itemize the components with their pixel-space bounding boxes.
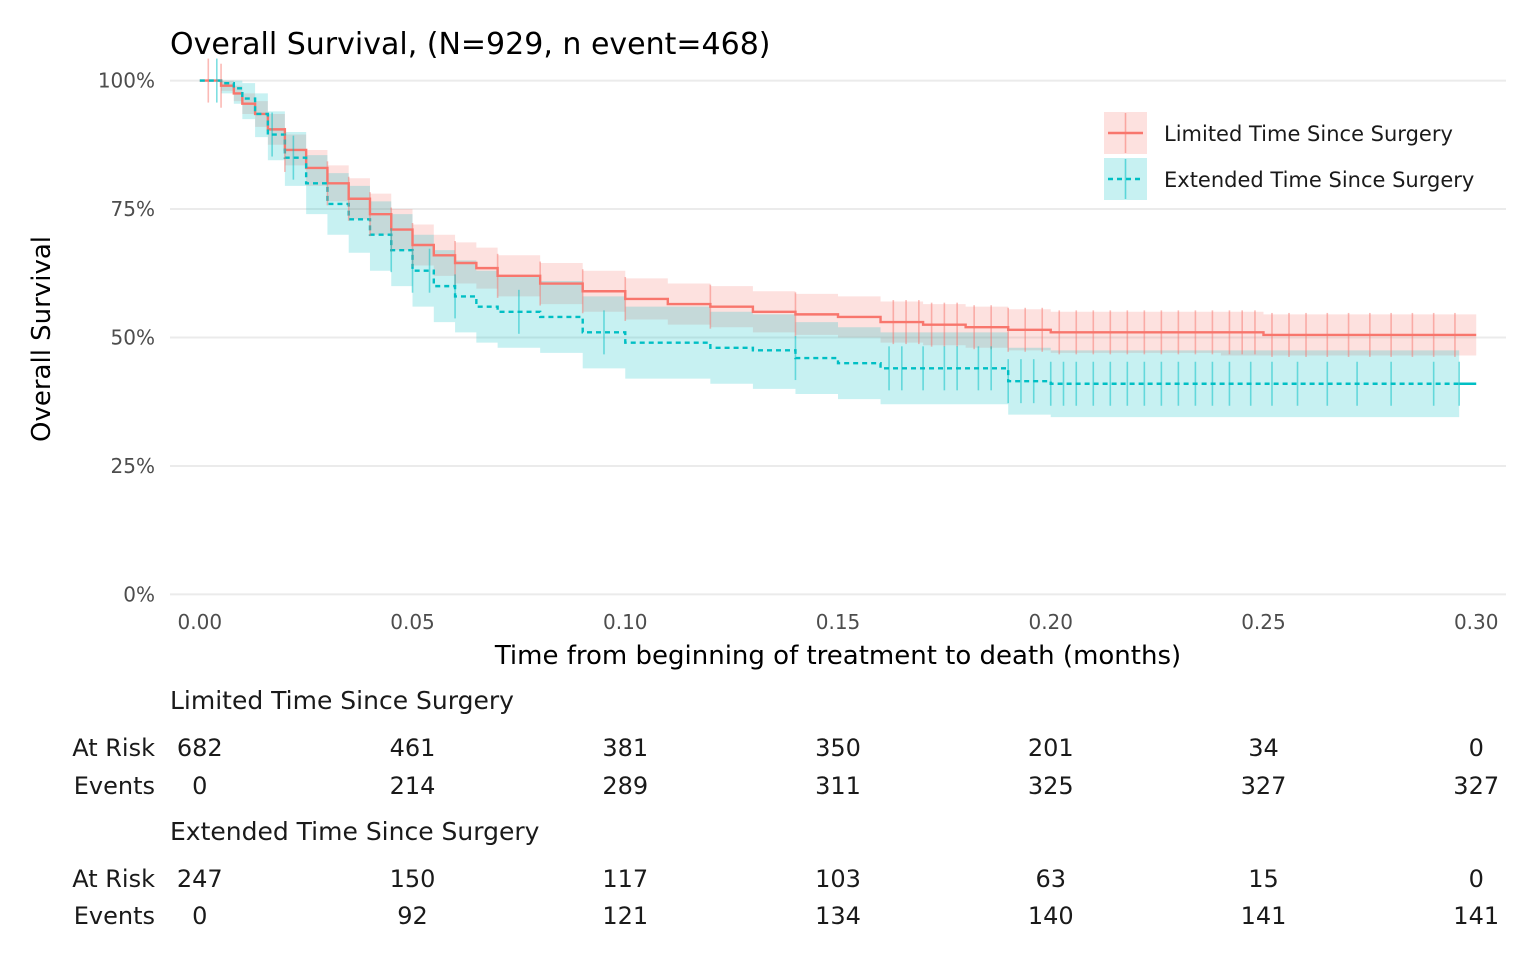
y-tick-label: 75% [111, 197, 155, 221]
x-tick-label: 0.25 [1241, 610, 1286, 634]
risk-cell: 141 [1453, 902, 1499, 930]
x-tick-label: 0.30 [1454, 610, 1499, 634]
risk-cell: 327 [1241, 772, 1287, 800]
survival-line [199, 79, 1477, 385]
risk-cell: 214 [390, 772, 436, 800]
x-axis-title: Time from beginning of treatment to deat… [494, 641, 1181, 671]
risk-cell: 34 [1248, 734, 1279, 762]
risk-row-label: Events [74, 902, 155, 930]
risk-cell: 381 [602, 734, 648, 762]
risk-group-title: Extended Time Since Surgery [170, 817, 540, 846]
risk-cell: 134 [815, 902, 861, 930]
risk-cell: 0 [1469, 734, 1484, 762]
legend-label: Limited Time Since Surgery [1164, 122, 1453, 146]
risk-cell: 63 [1035, 865, 1066, 893]
risk-cell: 311 [815, 772, 861, 800]
x-tick-label: 0.10 [603, 610, 648, 634]
legend: Limited Time Since Surgery Extended Time … [1104, 112, 1474, 200]
x-tick-label: 0.20 [1028, 610, 1073, 634]
x-tick-label: 0.05 [390, 610, 435, 634]
risk-group-title: Limited Time Since Surgery [170, 686, 514, 715]
risk-cell: 0 [1469, 865, 1484, 893]
confidence-band [199, 80, 1477, 356]
risk-table: Limited Time Since Surgery At Risk 682 461 3… [72, 686, 1499, 930]
risk-cell: 92 [397, 902, 428, 930]
y-axis-ticks: 0% 25% 50% 75% 100% [98, 69, 155, 607]
y-axis-title: Overall Survival [27, 236, 57, 442]
risk-cell: 140 [1028, 902, 1074, 930]
risk-cell: 117 [602, 865, 648, 893]
legend-label: Extended Time Since Surgery [1164, 168, 1474, 192]
risk-cell: 121 [602, 902, 648, 930]
x-tick-label: 0.00 [178, 610, 223, 634]
risk-cell: 103 [815, 865, 861, 893]
risk-cell: 327 [1453, 772, 1499, 800]
y-tick-label: 25% [111, 454, 155, 478]
grid [170, 79, 1506, 596]
y-tick-label: 50% [111, 326, 155, 350]
y-tick-label: 100% [98, 69, 155, 93]
chart-title: Overall Survival, (N=929, n event=468) [170, 27, 770, 62]
risk-cell: 682 [177, 734, 223, 762]
risk-cell: 0 [192, 902, 207, 930]
risk-cell: 461 [390, 734, 436, 762]
risk-cell: 247 [177, 865, 223, 893]
risk-row-label: Events [74, 772, 155, 800]
risk-cell: 15 [1248, 865, 1279, 893]
risk-cell: 201 [1028, 734, 1074, 762]
y-tick-label: 0% [123, 582, 155, 606]
risk-row-label: At Risk [72, 734, 155, 762]
risk-cell: 289 [602, 772, 648, 800]
risk-cell: 325 [1028, 772, 1074, 800]
risk-cell: 0 [192, 772, 207, 800]
risk-cell: 141 [1241, 902, 1287, 930]
x-axis-ticks: 0.00 0.05 0.10 0.15 0.20 0.25 0.30 [178, 610, 1499, 634]
censor-marks [207, 58, 1460, 406]
risk-cell: 350 [815, 734, 861, 762]
risk-row-label: At Risk [72, 865, 155, 893]
risk-cell: 150 [390, 865, 436, 893]
x-tick-label: 0.15 [816, 610, 861, 634]
